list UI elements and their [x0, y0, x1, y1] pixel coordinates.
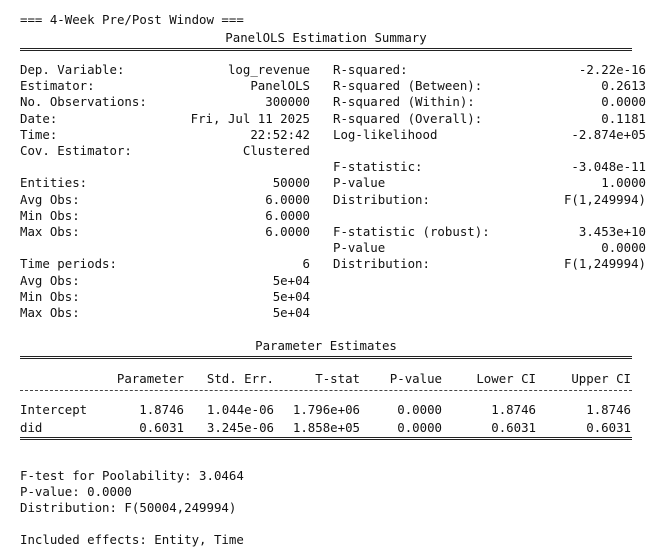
- params-cell: 1.8746: [586, 402, 631, 417]
- summary-title: PanelOLS Estimation Summary: [225, 30, 427, 45]
- summary-right-value: 0.0000: [601, 94, 646, 110]
- params-header-cell: Parameter: [116, 371, 184, 386]
- summary-right-value: [472, 208, 646, 224]
- params-header-cell: Upper CI: [571, 371, 631, 386]
- summary-left-value: 5e+04: [272, 288, 310, 304]
- summary-left-label: Min Obs:: [20, 288, 80, 304]
- params-header-cell: Lower CI: [476, 371, 536, 386]
- summary-right-value: 0.1181: [601, 110, 646, 126]
- params-cell: 0.0000: [397, 420, 442, 435]
- summary-left-value: log_revenue: [227, 62, 310, 77]
- params-cell: 1.796e+06: [292, 402, 360, 417]
- summary-left-value: 6: [302, 256, 310, 272]
- summary-right-value: 1.0000: [601, 175, 646, 191]
- params-cell: 1.8746: [139, 402, 184, 417]
- summary-left-value: 6.0000: [265, 191, 310, 207]
- poolability-distribution: Distribution: F(50004,249994): [20, 500, 237, 515]
- summary-left-label: Cov. Estimator:: [20, 143, 132, 158]
- double-rule: [20, 437, 632, 440]
- summary-left-label: Estimator:: [20, 78, 95, 94]
- summary-right-value: -2.22e-16: [578, 62, 646, 77]
- params-cell: 0.6031: [491, 420, 536, 435]
- params-row-name: did: [20, 420, 43, 435]
- summary-right-value: 3.453e+10: [578, 224, 646, 239]
- summary-left-label: Time:: [20, 126, 58, 142]
- summary-right-value: F(1,249994): [563, 191, 646, 207]
- summary-right-value: [472, 143, 646, 159]
- summary-left-label: Date:: [20, 110, 58, 126]
- summary-left-value: 5e+04: [272, 272, 310, 288]
- summary-left-label: Entities:: [20, 175, 88, 191]
- summary-right-value: -3.048e-11: [571, 159, 646, 175]
- summary-left-value: Fri, Jul 11 2025: [190, 110, 310, 126]
- summary-right-label: F-statistic:: [333, 159, 423, 175]
- summary-right-label: Distribution:: [333, 256, 430, 272]
- summary-left-value: 6.0000: [265, 207, 310, 223]
- params-header-cell: Std. Err.: [206, 371, 274, 386]
- params-cell: 1.858e+05: [292, 420, 360, 435]
- summary-right-label: R-squared (Within):: [333, 94, 475, 110]
- summary-left-value: 50000: [272, 175, 310, 191]
- summary-right-label: Log-likelihood: [333, 126, 438, 142]
- summary-left-label: Min Obs:: [20, 207, 80, 223]
- poolability-line: F-test for Poolability: 3.0464: [20, 468, 244, 483]
- summary-left-value: 5e+04: [272, 305, 310, 320]
- summary-left-label: Avg Obs:: [20, 191, 80, 207]
- params-cell: 1.044e-06: [206, 402, 274, 417]
- summary-left-label: Max Obs:: [20, 224, 80, 239]
- summary-left-value: Clustered: [242, 143, 310, 158]
- summary-right-label: F-statistic (robust):: [333, 224, 490, 239]
- included-effects: Included effects: Entity, Time: [20, 532, 244, 547]
- section-header: === 4-Week Pre/Post Window ===: [20, 12, 244, 27]
- params-cell: 0.6031: [586, 420, 631, 435]
- summary-left-label: Time periods:: [20, 256, 117, 272]
- params-title: Parameter Estimates: [255, 338, 397, 353]
- params-cell: 1.8746: [491, 402, 536, 417]
- summary-left-label: No. Observations:: [20, 94, 147, 110]
- summary-left-label: Dep. Variable:: [20, 62, 125, 77]
- summary-left-value: 300000: [265, 94, 310, 110]
- double-rule: [20, 356, 632, 359]
- summary-left-label: Avg Obs:: [20, 272, 80, 288]
- summary-left-value: [140, 240, 310, 256]
- summary-right-value: 0.0000: [601, 240, 646, 256]
- summary-left-value: [140, 159, 310, 175]
- params-header-cell: T-stat: [315, 371, 360, 386]
- summary-right-label: R-squared:: [333, 62, 408, 77]
- params-cell: 0.6031: [139, 420, 184, 435]
- dashed-rule: [20, 390, 632, 391]
- summary-left-value: 22:52:42: [250, 126, 310, 142]
- summary-right-label: R-squared (Overall):: [333, 110, 483, 126]
- double-rule: [20, 48, 632, 51]
- params-cell: 0.0000: [397, 402, 442, 417]
- summary-right-label: P-value: [333, 240, 386, 256]
- params-cell: 3.245e-06: [206, 420, 274, 435]
- summary-right-value: 0.2613: [601, 78, 646, 94]
- poolability-pvalue: P-value: 0.0000: [20, 484, 132, 499]
- summary-right-value: F(1,249994): [563, 256, 646, 272]
- params-row-name: Intercept: [20, 402, 88, 417]
- summary-left-label: Max Obs:: [20, 305, 80, 320]
- params-header-cell: P-value: [389, 371, 442, 386]
- summary-right-value: -2.874e+05: [571, 126, 646, 142]
- summary-left-value: PanelOLS: [250, 78, 310, 94]
- summary-left-value: 6.0000: [265, 224, 310, 239]
- summary-right-label: P-value: [333, 175, 386, 191]
- summary-right-label: Distribution:: [333, 191, 430, 207]
- summary-right-label: R-squared (Between):: [333, 78, 483, 94]
